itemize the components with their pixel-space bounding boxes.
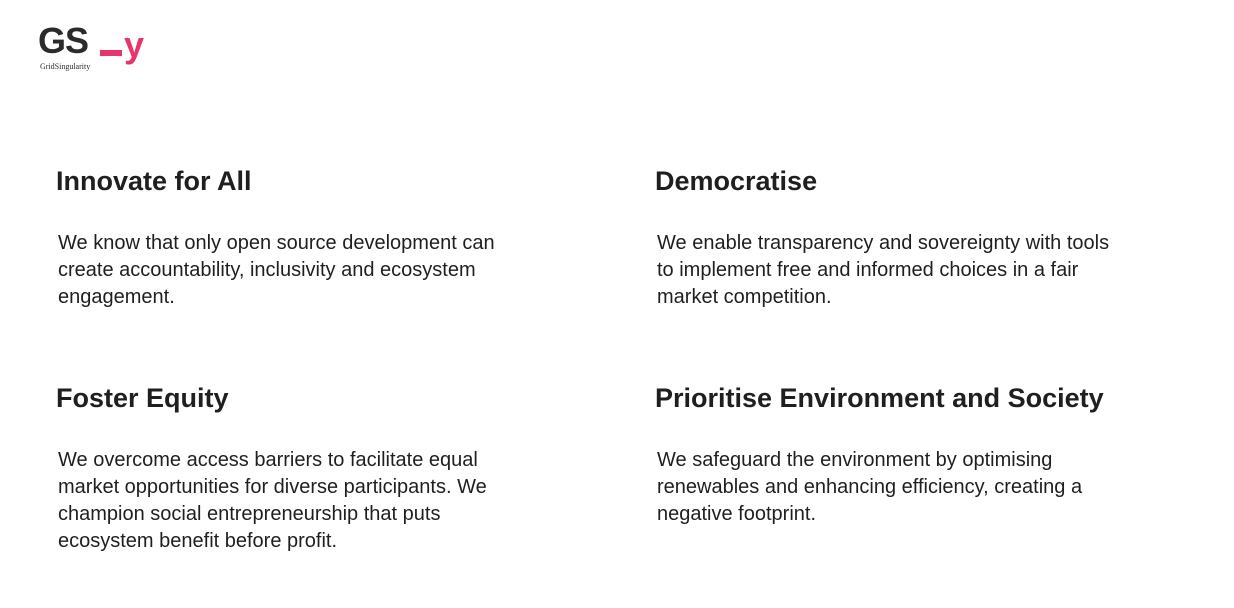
section-body: We overcome access barriers to facilitat…	[58, 449, 487, 552]
section-title: Foster Equity	[56, 383, 229, 413]
section-title: Innovate for All	[56, 166, 252, 196]
logo-dash-icon	[100, 50, 122, 56]
section-body: We enable transparency and sovereignty w…	[657, 232, 1110, 308]
section-body: We know that only open source developmen…	[58, 232, 495, 308]
section-title: Democratise	[655, 166, 818, 196]
value-section-democratise: Democratise We enable transparency and s…	[655, 165, 1155, 311]
logo-wordmark: GS	[38, 20, 89, 61]
section-title: Prioritise Environment and Society	[655, 383, 1104, 413]
logo-subtitle: GridSingularity	[40, 62, 91, 71]
logo-accent-letter: y	[124, 24, 145, 65]
value-section-innovate: Innovate for All We know that only open …	[56, 165, 556, 311]
brand-logo[interactable]: GS y GridSingularity	[38, 22, 150, 74]
section-body: We safeguard the environment by optimisi…	[657, 449, 1083, 525]
value-section-equity: Foster Equity We overcome access barrier…	[56, 382, 556, 555]
value-section-environment: Prioritise Environment and Society We sa…	[655, 382, 1155, 528]
